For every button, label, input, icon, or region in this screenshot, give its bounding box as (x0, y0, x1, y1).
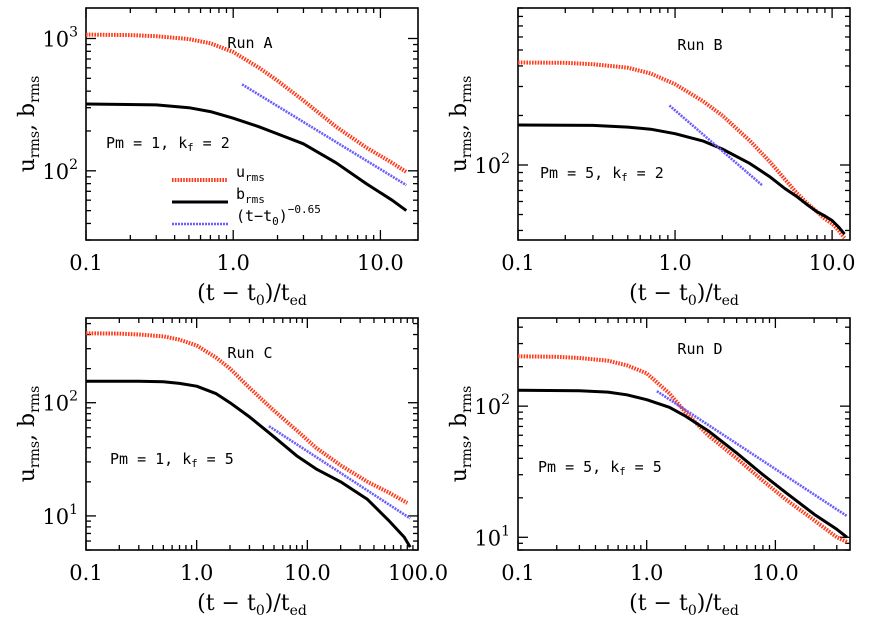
series-line-power-law-fit (668, 104, 764, 187)
series-line-power-law-fit (656, 390, 848, 518)
y-tick-label: 101 (42, 502, 78, 529)
series-line-power-law-fit (268, 425, 411, 520)
x-axis-label: (t − t0)/ted (629, 281, 739, 309)
y-tick-label: 103 (42, 24, 78, 51)
chart-panel-3: 0.1 1.0 10.0 100.0 101 102 (t − t0)/ted urms, b… (15, 317, 448, 619)
run-label: Run C (227, 344, 272, 362)
y-axis-label: urms, brms (15, 76, 43, 173)
series-line-u-rms (86, 32, 408, 174)
y-tick-label: 102 (474, 151, 510, 178)
plot-frame (517, 7, 851, 241)
x-axis-label: (t − t0)/ted (197, 591, 307, 619)
x-axis-label: (t − t0)/ted (629, 591, 739, 619)
series-line-u-rms (86, 331, 409, 505)
chart-panel-4: 0.1 1.0 10.0 101 102 (t − t0)/ted urms, brms Ru… (447, 317, 851, 619)
series-line-b-rms (86, 379, 412, 548)
x-tick-label: 0.1 (501, 251, 534, 275)
y-tick-label: 101 (474, 523, 510, 550)
plot-frame (85, 317, 419, 551)
x-tick-label: 10.0 (357, 251, 404, 275)
legend-label: (t−t0)−0.65 (236, 203, 321, 228)
x-tick-label: 0.1 (501, 561, 534, 585)
y-axis-label: urms, brms (447, 76, 475, 173)
x-tick-label: 10.0 (809, 251, 856, 275)
parameter-annotation: Pm = 5, kf = 5 (538, 458, 662, 478)
x-tick-label: 0.1 (69, 561, 102, 585)
legend-label: brms (236, 185, 265, 206)
series-line-b-rms (518, 123, 846, 236)
parameter-annotation: Pm = 1, kf = 2 (106, 134, 230, 154)
x-tick-label: 1.0 (217, 251, 250, 275)
series-line-power-law-fit (241, 83, 407, 187)
run-label: Run A (227, 34, 272, 52)
y-tick-label: 102 (474, 392, 510, 419)
y-axis-label: urms, brms (15, 386, 43, 483)
series-line-b-rms (518, 388, 848, 539)
run-label: Run B (677, 36, 722, 54)
x-tick-label: 10.0 (284, 561, 331, 585)
plot-frame (85, 7, 419, 241)
x-tick-label: 0.1 (69, 251, 102, 275)
y-tick-label: 102 (42, 157, 78, 184)
legend-label: urms (236, 163, 265, 184)
y-axis-label: urms, brms (447, 386, 475, 483)
series-line-u-rms (518, 60, 847, 240)
x-tick-label: 1.0 (658, 251, 691, 275)
x-tick-label: 1.0 (180, 561, 213, 585)
parameter-annotation: Pm = 5, kf = 2 (540, 164, 664, 184)
y-tick-label: 102 (42, 389, 78, 416)
x-axis-label: (t − t0)/ted (197, 281, 307, 309)
series-line-b-rms (86, 102, 408, 212)
x-tick-label: 1.0 (630, 561, 663, 585)
chart-panel-2: 0.1 1.0 10.0 102 (t − t0)/ted urms, brms Run B… (447, 7, 856, 309)
chart-panel-1: 0.1 1.0 10.0 102 103 (t − t0)/ted urms, brms Ru… (15, 7, 419, 309)
run-label: Run D (677, 340, 722, 358)
parameter-annotation: Pm = 1, kf = 5 (110, 450, 234, 470)
x-tick-label: 100.0 (388, 561, 448, 585)
series-line-u-rms (518, 354, 848, 544)
x-tick-label: 10.0 (752, 561, 799, 585)
plot-frame (517, 317, 851, 551)
